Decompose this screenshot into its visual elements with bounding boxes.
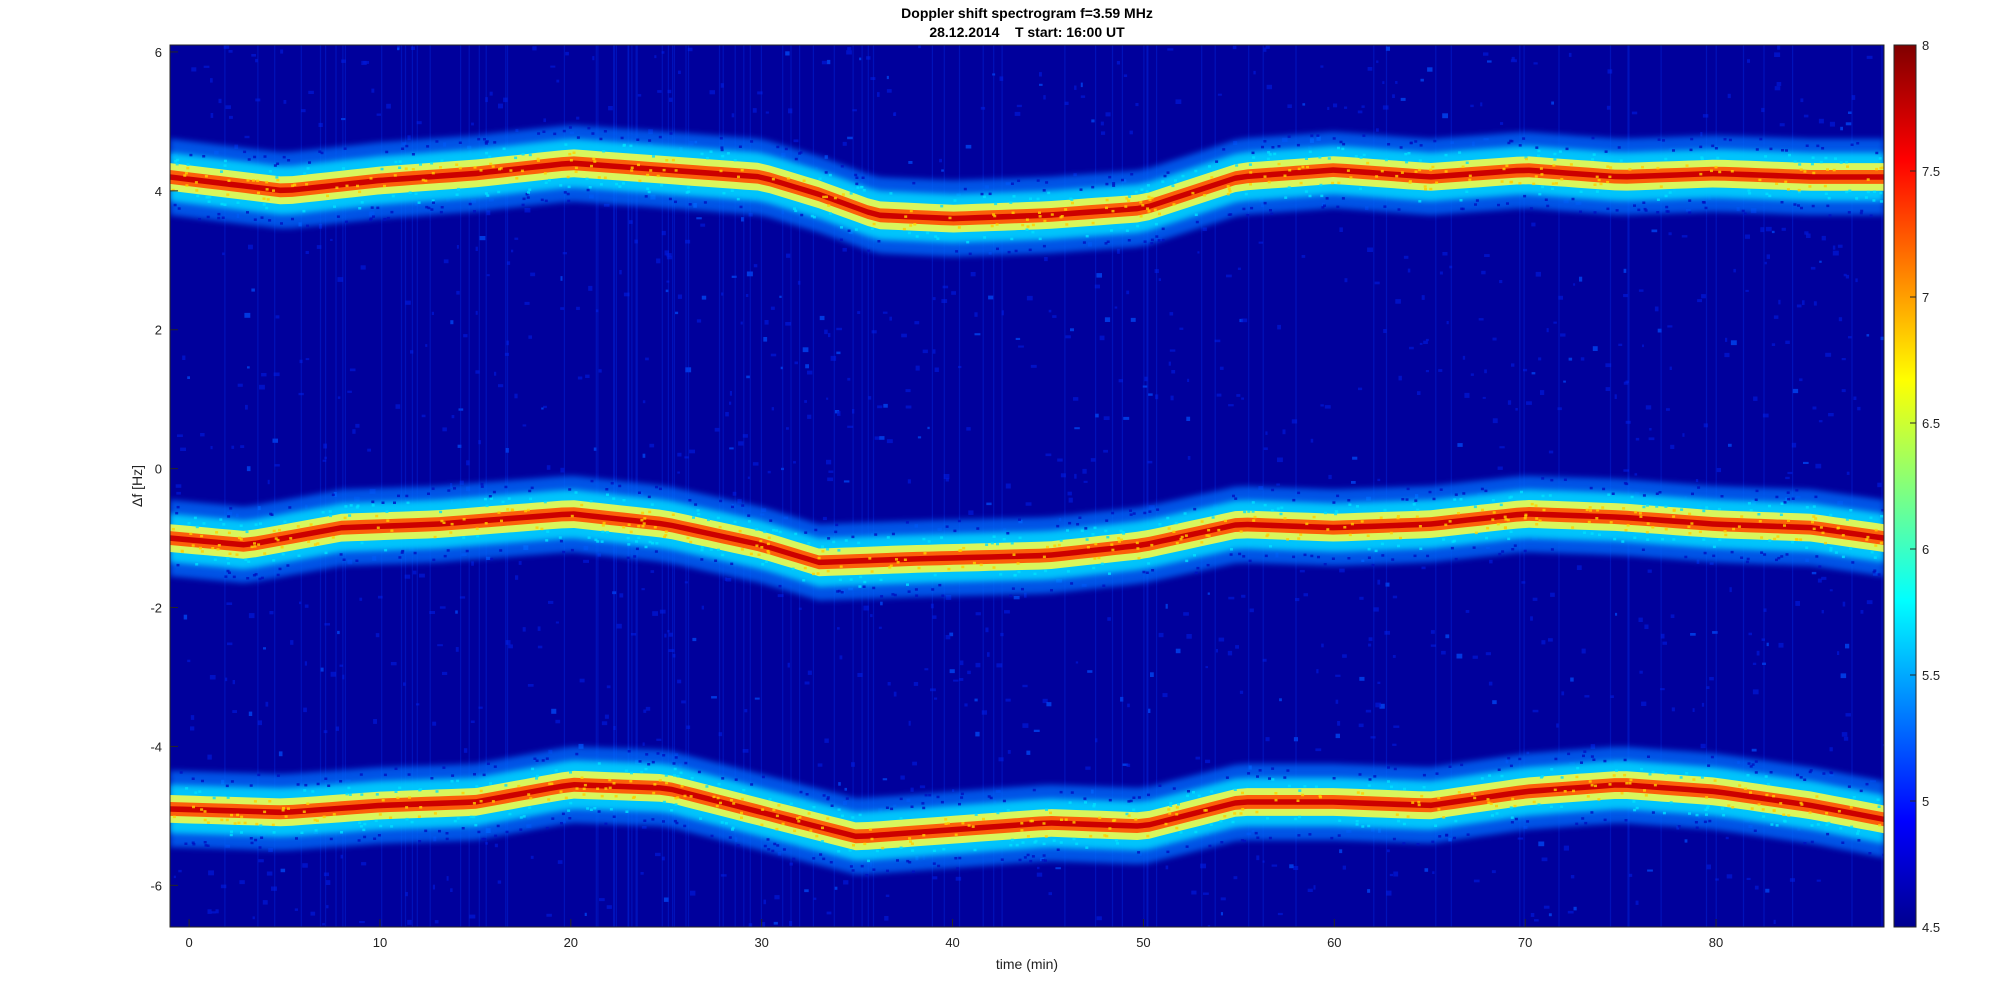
x-tick-label: 80 xyxy=(1709,935,1723,950)
x-tick-label: 10 xyxy=(373,935,387,950)
x-tick-label: 20 xyxy=(564,935,578,950)
y-tick-label: 2 xyxy=(155,323,162,338)
x-tick-label: 60 xyxy=(1327,935,1341,950)
y-tick-label: 4 xyxy=(155,184,162,199)
colorbar-tick-label: 5.5 xyxy=(1922,668,1940,683)
signal-bands xyxy=(170,125,1884,877)
y-tick-label: 0 xyxy=(155,462,162,477)
signal-band-3-layer-4 xyxy=(170,777,1884,844)
colorbar xyxy=(1893,44,1917,928)
x-tick-label: 50 xyxy=(1136,935,1150,950)
y-axis-label: Δf [Hz] xyxy=(129,465,145,507)
x-axis: 0 10 20 30 40 50 60 70 80 xyxy=(185,919,1723,950)
x-tick-label: 30 xyxy=(754,935,768,950)
signal-band-1 xyxy=(170,125,1884,257)
signal-band-1-layer-5 xyxy=(170,160,1884,222)
y-tick-label: -2 xyxy=(150,601,162,616)
y-axis: 6 4 2 0 -2 -4 -6 xyxy=(150,45,178,893)
chart-subtitle: 28.12.2014 T start: 16:00 UT xyxy=(929,24,1125,40)
colorbar-tick-label: 6 xyxy=(1922,542,1929,557)
x-tick-label: 0 xyxy=(185,935,192,950)
signal-band-2-layer-5 xyxy=(170,511,1884,566)
colorbar-ticks: 8 7.5 7 6.5 6 5.5 5 4.5 xyxy=(1910,38,1940,935)
x-tick-label: 70 xyxy=(1518,935,1532,950)
y-tick-label: -4 xyxy=(150,739,162,754)
plot-area xyxy=(170,45,1884,927)
y-tick-label: 6 xyxy=(155,45,162,60)
colorbar-tick-label: 6.5 xyxy=(1922,416,1940,431)
y-tick-label: -6 xyxy=(150,878,162,893)
colorbar-tick-label: 8 xyxy=(1922,38,1929,53)
colorbar-tick-label: 7.5 xyxy=(1922,164,1940,179)
plot-frame xyxy=(169,44,1885,928)
signal-band-2 xyxy=(170,475,1884,601)
x-axis-label: time (min) xyxy=(996,956,1058,972)
colorbar-tick-label: 5 xyxy=(1922,794,1929,809)
colorbar-tick-label: 4.5 xyxy=(1922,920,1940,935)
signal-band-3 xyxy=(170,746,1884,877)
colorbar-tick-label: 7 xyxy=(1922,290,1929,305)
chart-title: Doppler shift spectrogram f=3.59 MHz xyxy=(901,5,1153,21)
x-tick-label: 40 xyxy=(945,935,959,950)
